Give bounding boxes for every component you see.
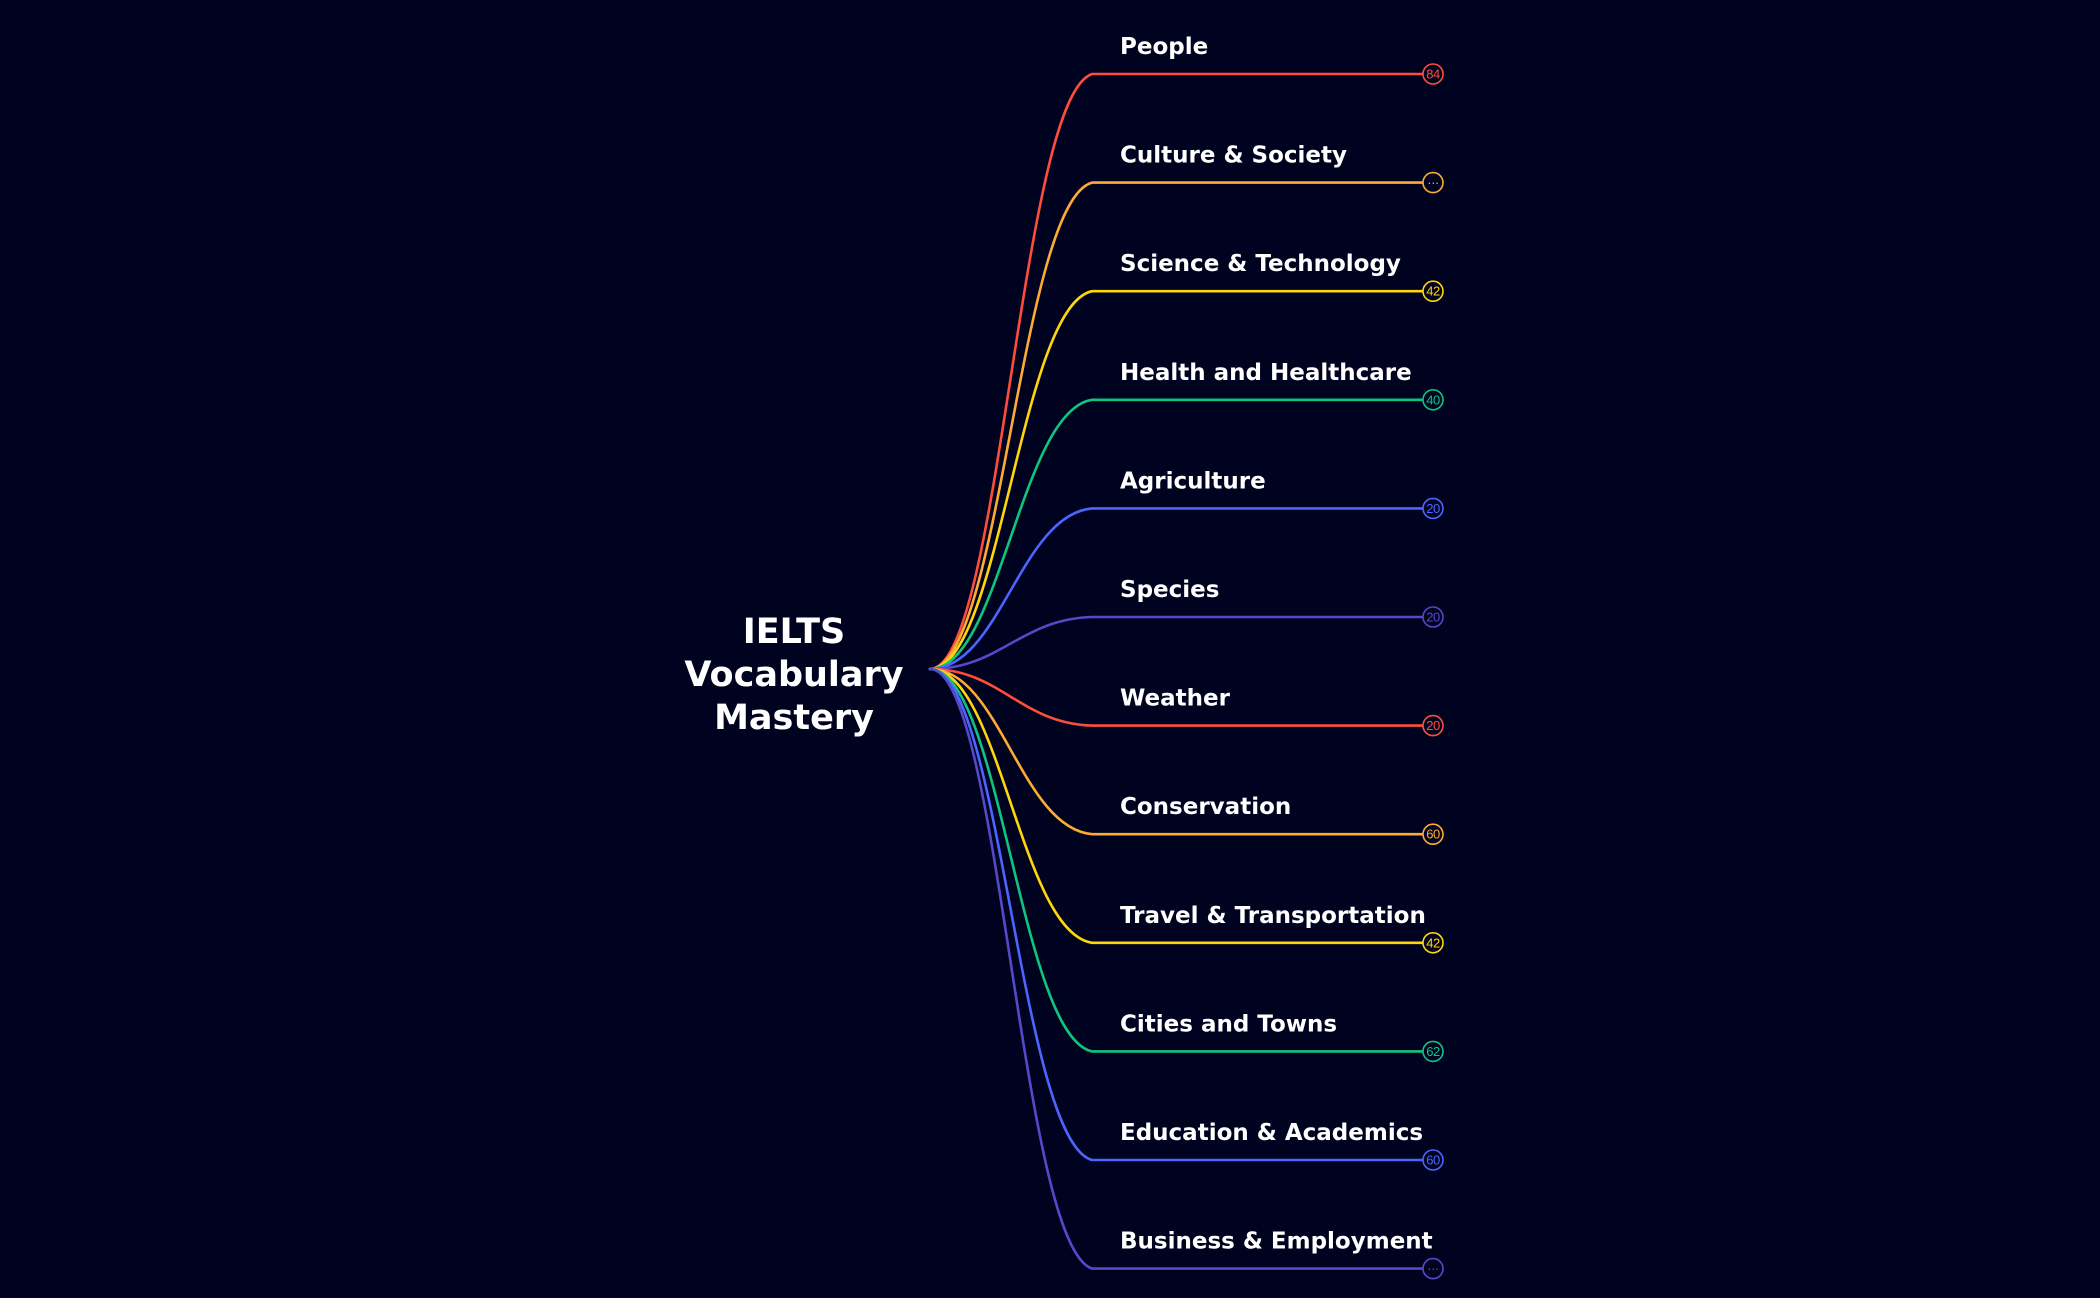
root-title-line-2: Vocabulary [684,655,903,695]
branch-count-badge: 20 [1426,718,1440,733]
branch-0[interactable]: People 84 [928,34,1444,671]
branch-count-badge: ··· [1427,175,1439,190]
branch-connector-line [928,667,1425,1053]
collapse-toggle-icon[interactable] [1422,1149,1444,1171]
collapse-toggle-icon[interactable] [1422,497,1444,520]
root-title-line-1: IELTS [743,612,846,652]
branch-4[interactable]: Agriculture 20 [928,468,1444,671]
branch-5[interactable]: Species 20 [928,577,1444,671]
branch-count-badge: 42 [1426,935,1440,950]
branch-connector-line [928,72,1425,671]
branch-label: Agriculture [1120,468,1266,494]
branch-count-badge: 20 [1426,610,1440,625]
branch-9[interactable]: Cities and Towns 62 [928,667,1444,1063]
branch-1[interactable]: Culture & Society ··· [928,143,1444,671]
collapse-toggle-icon[interactable] [1422,171,1444,194]
collapse-toggle-icon[interactable] [1422,1040,1444,1063]
collapse-toggle-icon[interactable] [1422,606,1444,628]
branch-6[interactable]: Weather 20 [928,667,1444,737]
branch-label: Species [1120,577,1219,603]
collapse-toggle-icon[interactable] [1422,280,1444,303]
branch-connector-line [928,667,1425,1270]
branch-count-badge: 84 [1426,67,1440,82]
branch-label: Culture & Society [1120,143,1347,169]
collapse-toggle-icon[interactable] [1422,1257,1444,1280]
branch-label: Weather [1120,686,1231,712]
branch-label: Science & Technology [1120,251,1401,277]
branch-count-badge: 60 [1426,1153,1440,1168]
branch-count-badge: 20 [1426,501,1440,516]
branch-11[interactable]: Business & Employment ··· [928,667,1444,1280]
branch-connector-line [928,615,1425,671]
branch-count-badge: 42 [1426,284,1440,299]
collapse-toggle-icon[interactable] [1422,714,1444,737]
branch-connector-line [928,507,1425,671]
branch-7[interactable]: Conservation 60 [928,667,1444,846]
branch-connector-line [928,667,1425,727]
branch-label: Cities and Towns [1120,1011,1337,1037]
branch-count-badge: 60 [1426,827,1440,842]
branch-connector-line [928,398,1425,671]
root-node[interactable]: IELTS Vocabulary Mastery [684,612,903,738]
branch-3[interactable]: Health and Healthcare 40 [928,360,1444,671]
branch-label: Travel & Transportation [1120,903,1426,929]
branch-label: Business & Employment [1120,1229,1433,1255]
branch-2[interactable]: Science & Technology 42 [928,251,1444,671]
branch-label: People [1120,34,1208,60]
branch-count-badge: 40 [1426,392,1440,407]
branch-label: Education & Academics [1120,1120,1423,1146]
branch-connector-line [928,181,1425,671]
collapse-toggle-icon[interactable] [1422,823,1444,846]
collapse-toggle-icon[interactable] [1422,931,1444,954]
branch-connector-line [928,667,1425,1162]
collapse-toggle-icon[interactable] [1422,388,1444,411]
branch-connector-line [928,289,1425,671]
branch-connector-line [928,667,1425,945]
branch-count-badge: ··· [1427,1261,1439,1276]
branch-count-badge: 62 [1426,1044,1440,1059]
branch-connector-line [928,667,1425,836]
branch-label: Conservation [1120,794,1291,820]
collapse-toggle-icon[interactable] [1422,63,1444,85]
root-title-line-3: Mastery [714,698,874,738]
branch-label: Health and Healthcare [1120,360,1412,386]
branch-group: People 84 Culture & Society ··· Science & Te… [928,34,1444,1280]
